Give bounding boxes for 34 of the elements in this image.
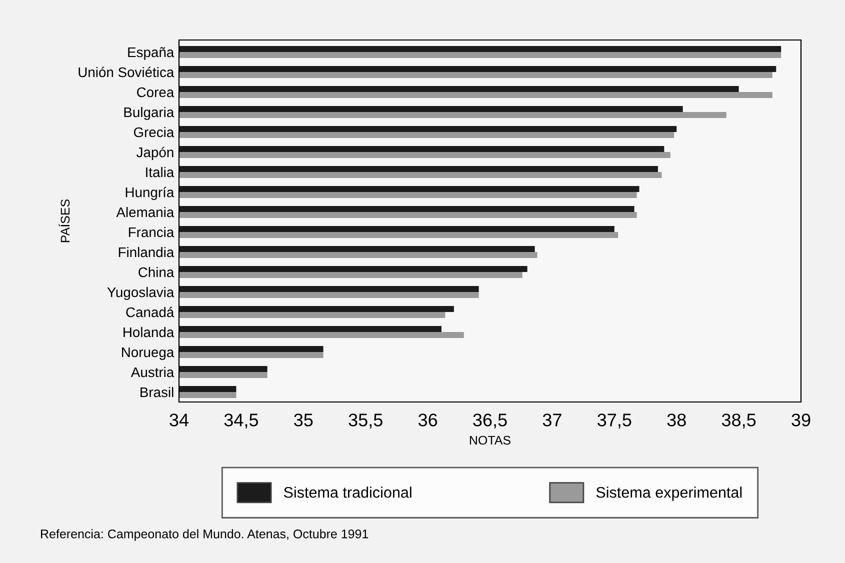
y-tick-label: China bbox=[138, 266, 174, 278]
y-tick-label: Brasil bbox=[140, 386, 174, 398]
y-tick-label: Francia bbox=[128, 226, 174, 238]
x-tick-label: 39 bbox=[792, 414, 810, 426]
legend-label: Sistema experimental bbox=[596, 486, 742, 501]
y-tick-label: Japón bbox=[136, 146, 174, 160]
x-tick-label: 38,5 bbox=[722, 414, 756, 429]
x-axis-title: NOTAS bbox=[470, 436, 510, 445]
x-tick-label: 37 bbox=[542, 414, 562, 426]
y-tick-label: Canadá bbox=[126, 306, 174, 318]
y-tick-label: Alemania bbox=[116, 206, 174, 218]
x-tick-label: 38 bbox=[667, 414, 686, 426]
y-tick-label: Bulgaria bbox=[124, 106, 174, 120]
y-axis-title: PAÍSES bbox=[58, 199, 70, 242]
x-tick-label: 35,5 bbox=[348, 414, 382, 429]
legend-label: Sistema tradicional bbox=[284, 486, 412, 498]
y-tick-label: Noruega bbox=[122, 347, 174, 360]
x-tick-label: 36,5 bbox=[473, 414, 507, 429]
x-tick-label: 37,5 bbox=[598, 414, 632, 429]
x-tick-label: 35 bbox=[294, 414, 313, 426]
y-tick-label: Italia bbox=[146, 166, 174, 178]
x-tick-label: 34,5 bbox=[224, 414, 258, 429]
y-tick-label: Holanda bbox=[124, 326, 174, 338]
x-tick-label: 36 bbox=[418, 414, 438, 426]
text: Referencia: Campeonato del Mundo. Atenas, Octubre 1991 bbox=[41, 529, 368, 541]
y-tick-label: Yugoslavia bbox=[107, 286, 174, 300]
y-tick-label: Austria bbox=[130, 366, 174, 378]
y-tick-label: Finlandia bbox=[118, 246, 174, 258]
y-tick-label: Unión Soviética bbox=[78, 66, 174, 78]
y-tick-label: Corea bbox=[137, 87, 174, 98]
x-tick-label: 34 bbox=[170, 414, 189, 426]
y-tick-label: Hungría bbox=[126, 186, 174, 200]
y-tick-label: España bbox=[128, 47, 174, 60]
y-tick-label: Grecia bbox=[134, 126, 174, 138]
